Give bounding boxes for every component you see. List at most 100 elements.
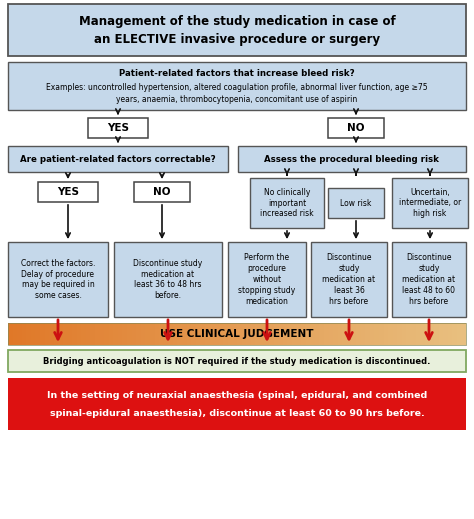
Bar (8, 323, 466, 345)
Bar (457, 323, 462, 345)
Bar (8, 146, 228, 172)
Bar (301, 323, 306, 345)
Bar (40, 323, 45, 345)
Bar (196, 323, 201, 345)
Bar (347, 323, 352, 345)
Bar (328, 188, 384, 218)
Bar (182, 323, 187, 345)
Bar (365, 323, 370, 345)
Bar (136, 323, 141, 345)
Bar (306, 323, 311, 345)
Bar (95, 323, 100, 345)
Bar (461, 323, 466, 345)
Bar (191, 323, 196, 345)
Bar (22, 323, 27, 345)
Bar (370, 323, 375, 345)
Bar (8, 4, 466, 56)
Bar (150, 323, 155, 345)
Bar (447, 323, 453, 345)
Bar (168, 323, 173, 345)
Text: Correct the factors.
Delay of procedure
may be required in
some cases.: Correct the factors. Delay of procedure … (21, 259, 95, 300)
Text: an ELECTIVE invasive procedure or surgery: an ELECTIVE invasive procedure or surger… (94, 34, 380, 47)
Bar (58, 323, 64, 345)
Bar (17, 323, 22, 345)
Bar (397, 323, 402, 345)
Bar (319, 323, 325, 345)
Bar (242, 323, 246, 345)
Bar (338, 323, 343, 345)
Bar (36, 323, 41, 345)
Bar (8, 242, 108, 317)
Bar (425, 323, 430, 345)
Text: Assess the procedural bleeding risk: Assess the procedural bleeding risk (264, 155, 439, 163)
Bar (31, 323, 36, 345)
Bar (255, 323, 260, 345)
Bar (374, 323, 380, 345)
Bar (283, 323, 288, 345)
Bar (379, 323, 384, 345)
Text: No clinically
important
increased risk: No clinically important increased risk (260, 188, 314, 218)
Bar (13, 323, 18, 345)
Bar (8, 378, 466, 430)
Bar (297, 323, 301, 345)
Bar (429, 323, 435, 345)
Bar (210, 323, 215, 345)
Bar (159, 323, 164, 345)
Bar (232, 323, 237, 345)
Bar (201, 323, 205, 345)
Bar (118, 323, 123, 345)
Text: Perform the
procedure
without
stopping study
medication: Perform the procedure without stopping s… (238, 253, 296, 306)
Bar (67, 323, 73, 345)
Text: Examples: uncontrolled hypertension, altered coagulation profile, abnormal liver: Examples: uncontrolled hypertension, alt… (46, 84, 428, 92)
Bar (452, 323, 457, 345)
Bar (342, 323, 347, 345)
Bar (187, 323, 191, 345)
Bar (411, 323, 416, 345)
Bar (407, 323, 411, 345)
Bar (228, 242, 306, 317)
Bar (311, 242, 387, 317)
Bar (416, 323, 421, 345)
Text: USE CLINICAL JUDGEMENT: USE CLINICAL JUDGEMENT (160, 329, 314, 339)
Bar (434, 323, 439, 345)
Bar (38, 182, 98, 202)
Text: spinal-epidural anaesthesia), discontinue at least 60 to 90 hrs before.: spinal-epidural anaesthesia), discontinu… (50, 408, 424, 417)
Text: Bridging anticoagulation is NOT required if the study medication is discontinued: Bridging anticoagulation is NOT required… (43, 357, 431, 365)
Text: YES: YES (57, 187, 79, 197)
Bar (361, 323, 366, 345)
Bar (250, 178, 324, 228)
Bar (177, 323, 182, 345)
Bar (27, 323, 31, 345)
Bar (292, 323, 297, 345)
Text: YES: YES (107, 123, 129, 133)
Bar (91, 323, 96, 345)
Bar (237, 323, 242, 345)
Bar (8, 62, 466, 110)
Text: Uncertain,
intermediate, or
high risk: Uncertain, intermediate, or high risk (399, 188, 461, 218)
Bar (109, 323, 114, 345)
Bar (315, 323, 320, 345)
Text: Are patient-related factors correctable?: Are patient-related factors correctable? (20, 155, 216, 163)
Bar (114, 242, 222, 317)
Bar (8, 350, 466, 372)
Bar (81, 323, 86, 345)
Bar (287, 323, 292, 345)
Bar (278, 323, 283, 345)
Bar (141, 323, 146, 345)
Bar (72, 323, 77, 345)
Bar (246, 323, 251, 345)
Bar (219, 323, 224, 345)
Text: Discontinue
study
medication at
least 48 to 60
hrs before: Discontinue study medication at least 48… (402, 253, 456, 306)
Bar (328, 118, 384, 138)
Bar (104, 323, 109, 345)
Bar (264, 323, 270, 345)
Bar (113, 323, 118, 345)
Text: NO: NO (153, 187, 171, 197)
Bar (155, 323, 160, 345)
Text: In the setting of neuraxial anaesthesia (spinal, epidural, and combined: In the setting of neuraxial anaesthesia … (47, 391, 427, 401)
Bar (77, 323, 82, 345)
Bar (356, 323, 361, 345)
Bar (328, 323, 334, 345)
Bar (269, 323, 274, 345)
Bar (324, 323, 329, 345)
